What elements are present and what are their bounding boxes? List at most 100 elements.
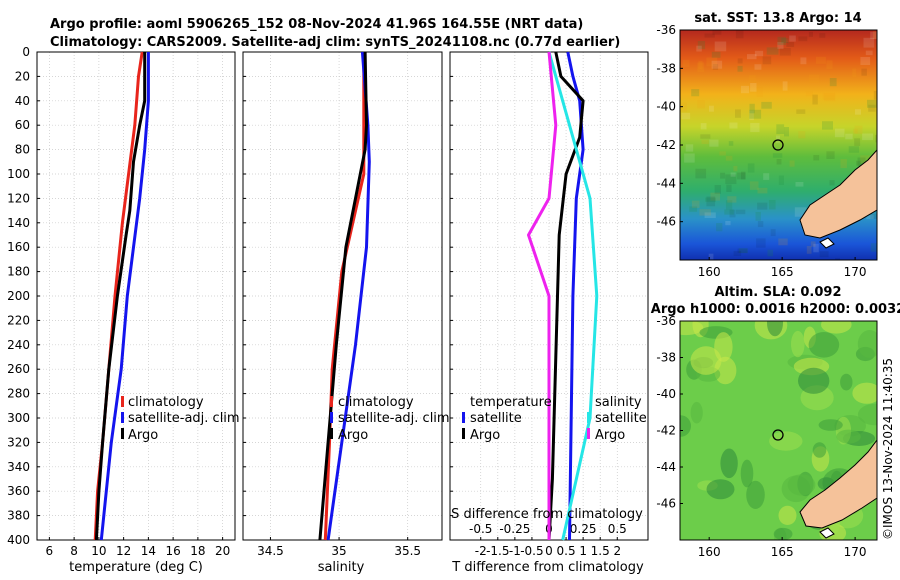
map-lat-label: -46 xyxy=(656,215,676,229)
sst-texture xyxy=(875,134,877,143)
sst-texture xyxy=(796,109,806,114)
sst-texture xyxy=(726,184,732,192)
sst-texture xyxy=(870,213,877,220)
sst-texture xyxy=(737,65,743,72)
sst-texture xyxy=(873,90,877,100)
sst-texture xyxy=(868,104,876,112)
x-tick-label: 1.5 xyxy=(591,544,610,558)
depth-tick-label: 280 xyxy=(7,387,30,401)
sla-eddy xyxy=(690,346,722,375)
sst-texture xyxy=(737,172,746,180)
sst-texture xyxy=(755,211,761,221)
salinity-panel: 34.5 35 35.5 salinity climatology satellit… xyxy=(242,51,450,575)
sst-texture xyxy=(872,31,877,39)
sst-texture xyxy=(704,212,716,218)
sst-map: sat. SST: 13.8 Argo: 14 -36 -38 -40 -42 -44 -… xyxy=(656,11,878,279)
series-line-climatology xyxy=(323,52,366,541)
sla-eddy xyxy=(714,332,733,362)
series-line-salinity-satellite xyxy=(547,51,599,541)
sst-texture xyxy=(829,78,837,87)
depth-tick-label: 340 xyxy=(7,460,30,474)
sla-land-stewart-island xyxy=(819,527,835,539)
depth-tick-label: 180 xyxy=(7,265,30,279)
depth-tick-label: 0 xyxy=(22,45,30,59)
sla-eddy xyxy=(808,332,840,358)
x-tick-label: 14 xyxy=(141,544,156,558)
depth-tick-label: 100 xyxy=(7,167,30,181)
series-line-argo xyxy=(94,52,147,541)
legend-argo: Argo xyxy=(128,428,158,443)
legend-mark-t-argo xyxy=(462,428,465,439)
sst-texture xyxy=(691,200,700,208)
sst-texture xyxy=(705,197,716,202)
sst-texture xyxy=(725,200,733,210)
sst-texture xyxy=(684,153,695,163)
sst-texture xyxy=(855,109,861,115)
legend-mark-argo xyxy=(121,428,124,439)
depth-tick-label: 380 xyxy=(7,509,30,523)
sst-texture xyxy=(757,202,768,210)
sst-texture xyxy=(696,45,702,52)
sst-map-title: sat. SST: 13.8 Argo: 14 xyxy=(694,11,861,26)
sla-map: Altim. SLA: 0.092 Argo h1000: 0.0016 h20… xyxy=(651,285,900,559)
t-diff-xlabel: T difference from climatology xyxy=(451,560,644,575)
map-lon-label: 160 xyxy=(698,265,721,279)
sst-texture xyxy=(709,105,714,112)
x-tick-label: -1.5 xyxy=(486,544,509,558)
sst-texture xyxy=(865,50,873,56)
sst-texture xyxy=(728,141,734,146)
sst-texture xyxy=(697,100,705,109)
sst-texture xyxy=(716,223,723,232)
x-tick-label: 0.5 xyxy=(557,544,576,558)
legend-mark-t-satellite xyxy=(462,412,465,423)
legend-s-satellite: satellite xyxy=(595,411,647,426)
sst-texture xyxy=(680,102,687,112)
x-tick-label: 0 xyxy=(545,544,553,558)
sst-texture xyxy=(711,60,723,69)
sst-texture xyxy=(695,168,707,179)
sst-texture xyxy=(754,64,762,70)
sst-texture xyxy=(730,172,736,177)
sla-map-title-1: Altim. SLA: 0.092 xyxy=(715,285,842,300)
sst-texture xyxy=(786,42,795,47)
sst-texture xyxy=(704,33,715,38)
sst-texture xyxy=(776,159,782,165)
temperature-diff-legend: temperature satellite Argo xyxy=(462,395,552,443)
sla-eddy xyxy=(852,382,877,404)
sst-texture xyxy=(870,243,877,252)
sst-texture xyxy=(749,110,754,121)
depth-tick-label: 200 xyxy=(7,289,30,303)
sst-texture xyxy=(737,58,743,64)
sst-texture xyxy=(789,35,796,42)
depth-tick-label: 120 xyxy=(7,191,30,205)
sst-texture xyxy=(854,138,861,146)
sst-texture xyxy=(682,59,690,67)
legend-mark-climatology xyxy=(121,396,124,407)
sst-texture xyxy=(834,128,845,138)
sst-texture xyxy=(712,64,719,70)
sst-texture xyxy=(749,181,759,190)
legend-satellite: satellite-adj. clim xyxy=(338,411,450,426)
sst-texture xyxy=(800,57,807,65)
sst-texture xyxy=(701,139,709,144)
map-lat-label: -40 xyxy=(656,100,676,114)
sst-texture xyxy=(710,192,720,201)
title-line-2: Climatology: CARS2009. Satellite-adj cli… xyxy=(50,35,620,50)
sla-eddy xyxy=(818,419,843,431)
sst-texture xyxy=(822,121,833,130)
sst-texture xyxy=(729,209,736,218)
sst-texture xyxy=(853,128,858,134)
series-line-temperature-argo xyxy=(547,51,585,541)
depth-tick-label: 140 xyxy=(7,216,30,230)
sst-texture xyxy=(795,182,804,187)
sst-texture xyxy=(736,209,746,215)
legend-satellite: satellite-adj. clim xyxy=(128,411,240,426)
sst-texture xyxy=(789,160,795,167)
x-tick-label: 16 xyxy=(165,544,180,558)
sst-texture xyxy=(700,123,707,130)
sst-texture xyxy=(856,160,861,166)
depth-tick-label: 300 xyxy=(7,411,30,425)
sla-eddy xyxy=(857,403,877,426)
sst-texture xyxy=(712,30,722,35)
legend-t-argo: Argo xyxy=(470,428,500,443)
